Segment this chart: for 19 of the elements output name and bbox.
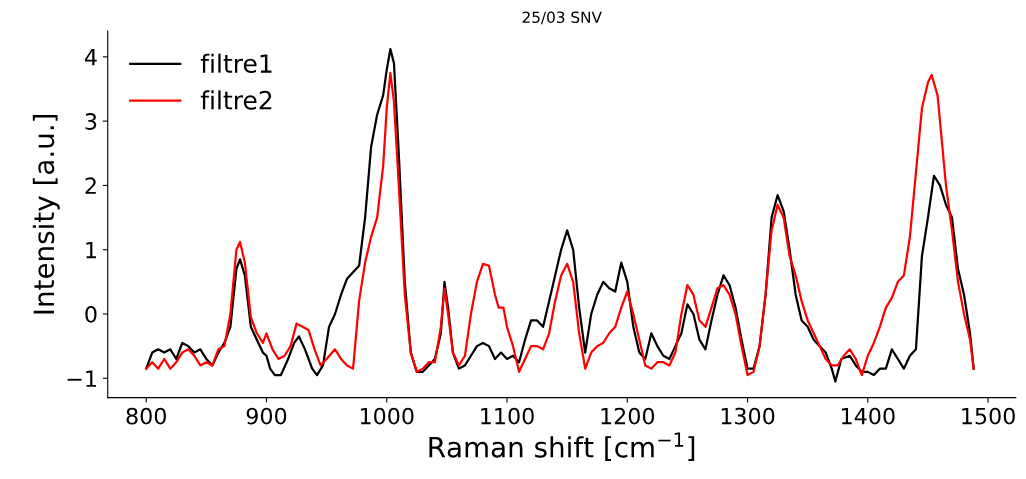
x-tick-label: 1200	[601, 407, 655, 425]
x-tick-label: 800	[126, 407, 166, 425]
x-tick-label: 1400	[841, 407, 895, 425]
y-tick-label: 2	[85, 177, 96, 194]
x-axis-title: Raman shift [cm$^{−1}$]	[429, 432, 695, 461]
y-tick-label: 4	[84, 49, 97, 66]
legend-label: filtre1	[200, 53, 272, 73]
x-tick-label: 1100	[481, 407, 534, 425]
x-tick-label: 1000	[360, 407, 414, 425]
legend-label: filtre2	[200, 90, 272, 110]
y-tick-label: 0	[85, 305, 97, 323]
x-tick-label: 900	[246, 407, 287, 425]
y-tick-label: −1	[67, 370, 96, 387]
chart-title: 25/03 SNV	[522, 11, 602, 25]
y-tick-label: 3	[85, 113, 97, 130]
x-tick-label: 1500	[962, 407, 1015, 425]
y-axis-title: Intensity [a.u.]	[32, 114, 60, 314]
x-tick-label: 1300	[721, 407, 775, 425]
y-tick-label: 1	[86, 241, 96, 259]
